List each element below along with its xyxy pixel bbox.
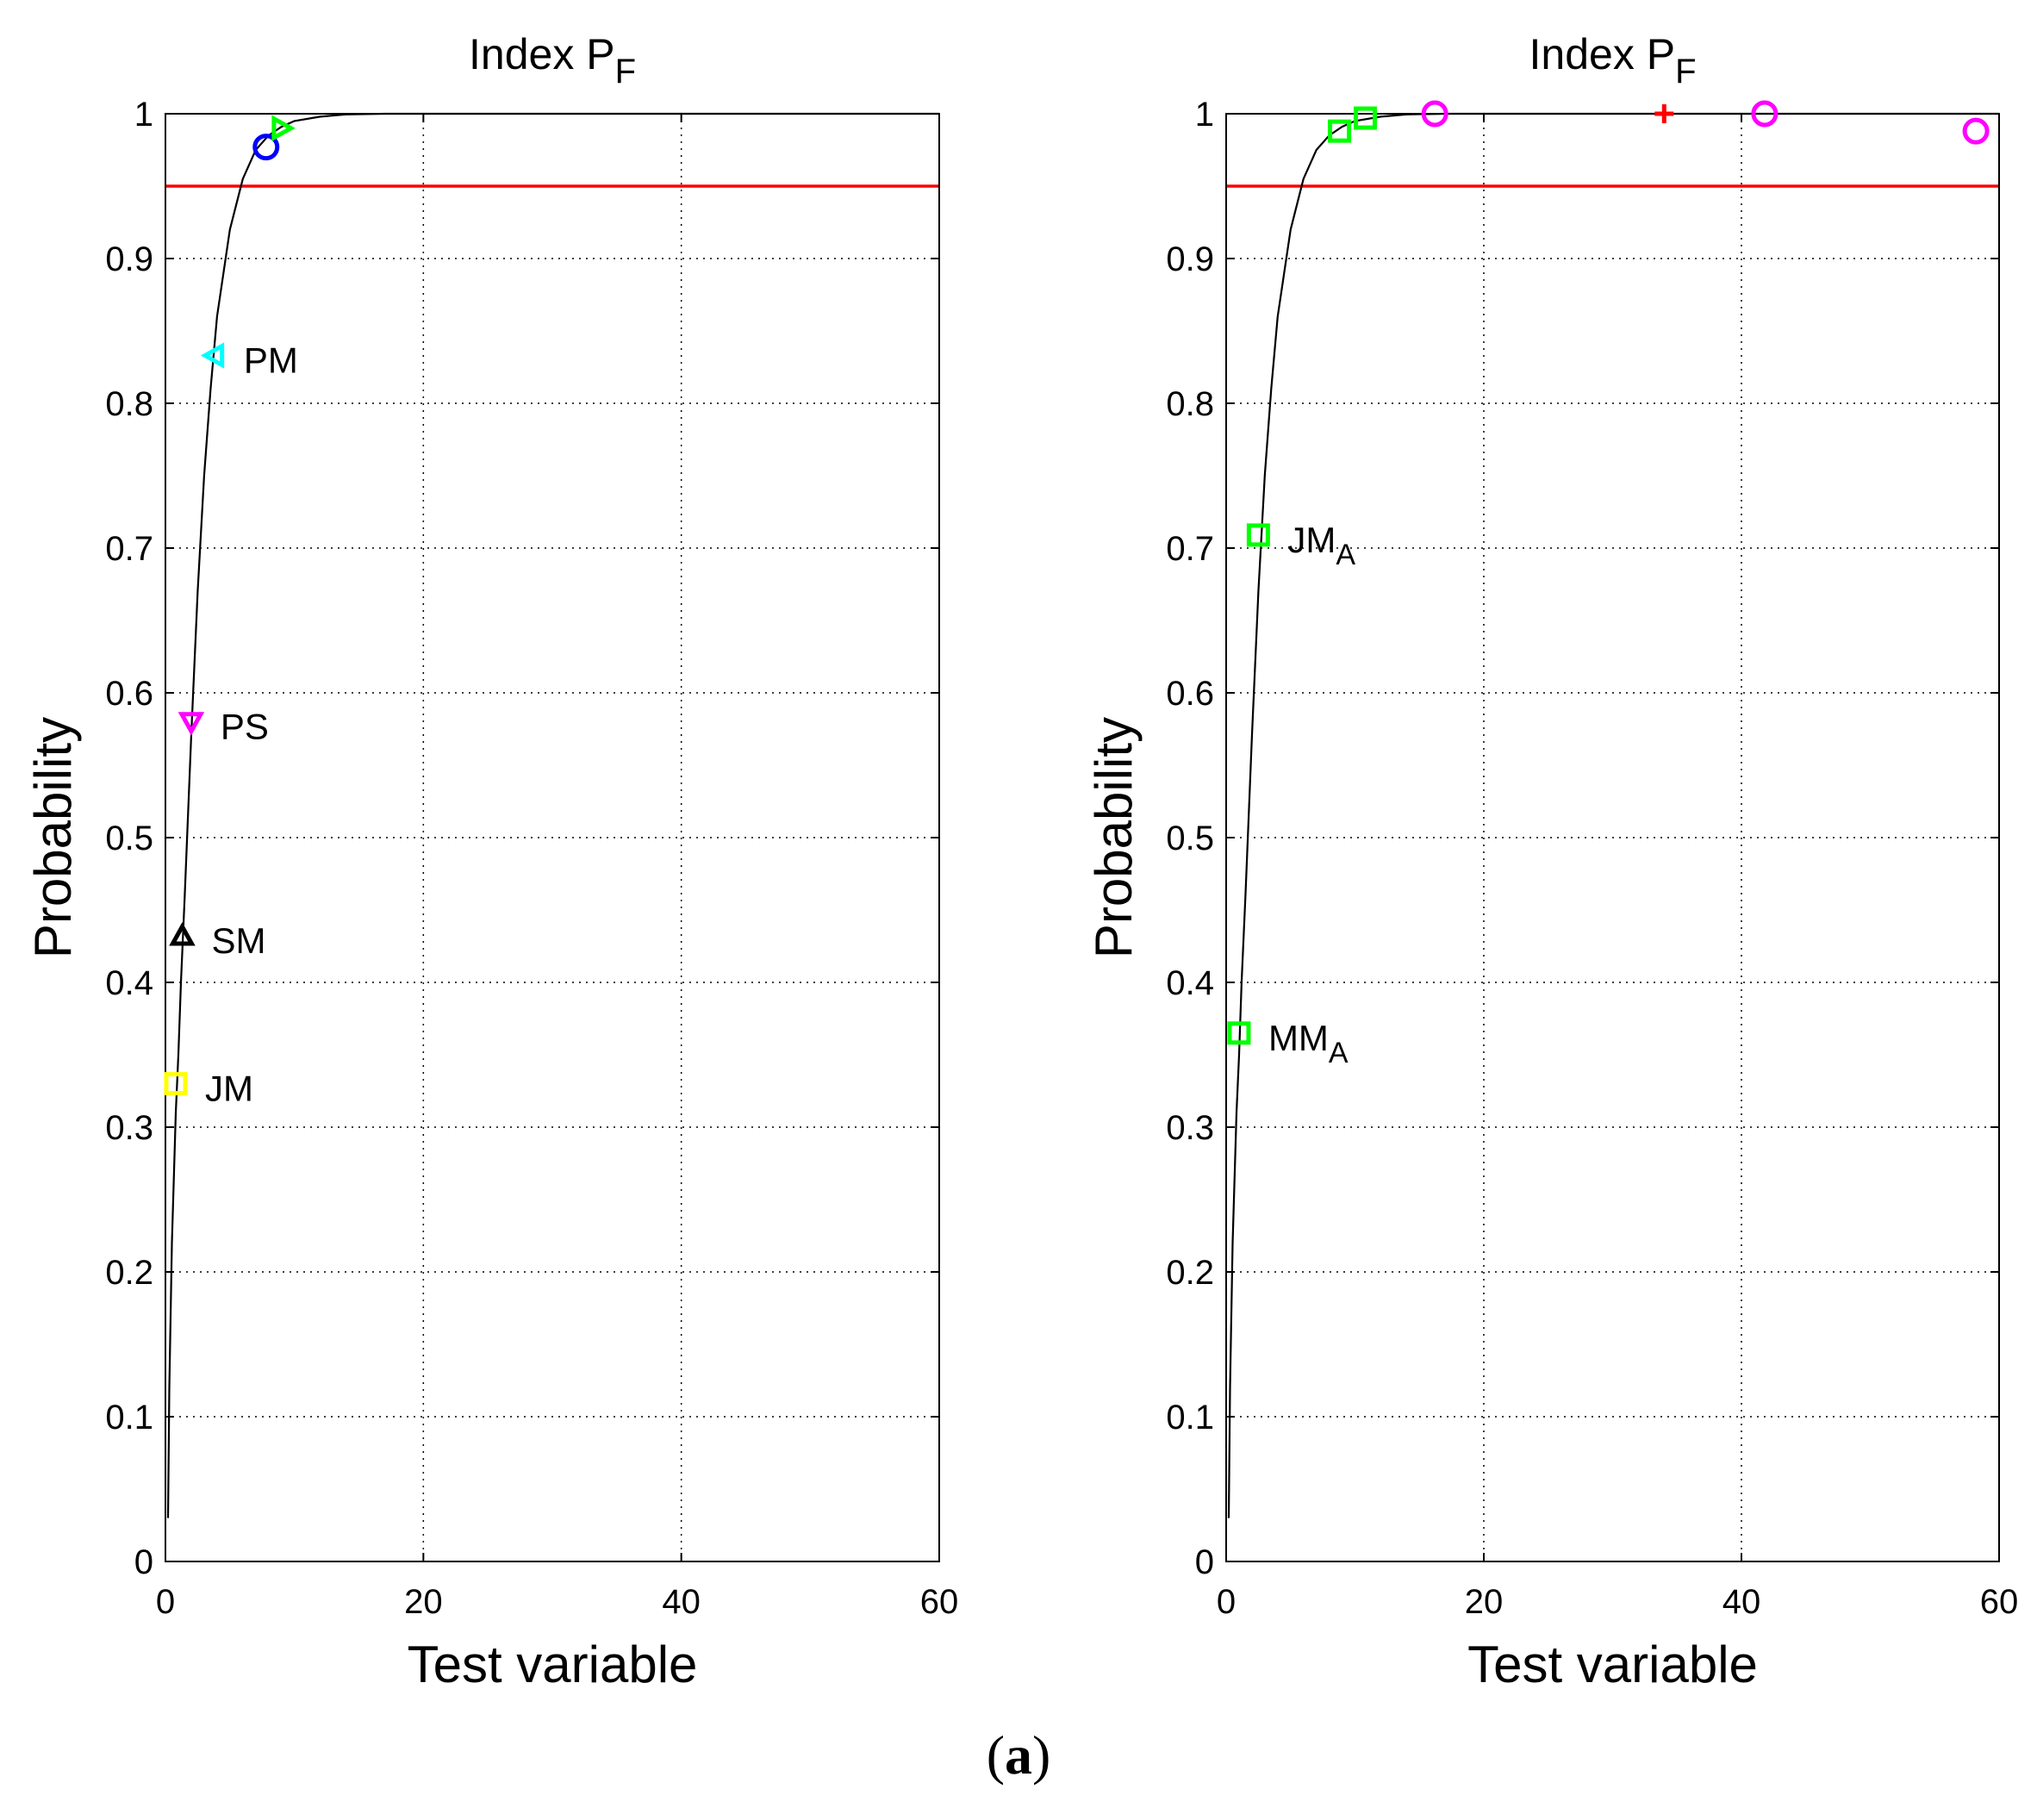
y-tick-label: 0.8 [1166,385,1214,423]
data-point-circle [252,134,280,161]
y-tick-label: 0.2 [1166,1254,1214,1292]
y-tick-label: 0.6 [1166,675,1214,713]
data-point-square [164,1072,188,1096]
y-tick-label: 1 [134,96,153,134]
y-tick-label: 0.3 [1166,1109,1214,1147]
data-point-plus [1654,104,1674,123]
y-axis-label: Probability [1085,717,1143,958]
y-tick-label: 0 [134,1543,153,1581]
data-point-circle [1962,117,1990,145]
y-tick-label: 1 [1195,96,1214,134]
data-point-circle [1751,100,1778,128]
y-tick-label: 0.5 [105,820,153,857]
data-point-triangle-right [271,115,296,142]
point-label: PM [244,340,298,381]
y-tick-label: 0.2 [105,1254,153,1292]
x-tick-label: 20 [1465,1583,1504,1621]
y-tick-label: 0.1 [1166,1399,1214,1437]
x-axis-label: Test variable [408,1636,698,1693]
y-tick-label: 0.7 [105,530,153,568]
y-tick-label: 0.9 [1166,240,1214,278]
point-label: JM [205,1069,253,1109]
y-tick-label: 0.7 [1166,530,1214,568]
data-point-circle [1421,100,1448,128]
y-tick-label: 0.9 [105,240,153,278]
point-label: MMA [1268,1018,1349,1069]
y-tick-label: 0.1 [105,1399,153,1437]
y-tick-label: 0 [1195,1543,1214,1581]
y-tick-label: 0.5 [1166,820,1214,857]
right-chart-panel: 0 20 40 60 0 0.1 0.2 0.3 0.4 0.5 0.6 0.7 0.8 0.9 1 Inde… [1085,30,2018,1693]
data-point-square [1328,119,1352,143]
x-tick-label: 40 [1722,1583,1761,1621]
left-chart-panel: 0 20 40 60 0 0.1 0.2 0.3 0.4 0.5 0.6 0.7 0.8 0.9 1 Inde… [24,30,958,1693]
x-tick-label: 40 [662,1583,701,1621]
chart-title: Index PF [1529,30,1697,90]
point-label: SM [211,920,265,961]
data-point-square [1246,523,1270,547]
y-tick-label: 0.6 [105,675,153,713]
y-tick-label: 0.8 [105,385,153,423]
x-tick-label: 60 [920,1583,959,1621]
x-tick-label: 20 [404,1583,443,1621]
data-point-square [1353,106,1377,130]
x-tick-label: 0 [156,1583,175,1621]
y-axis-label: Probability [24,717,82,958]
y-tick-label: 0.3 [105,1109,153,1147]
chart-title: Index PF [469,30,636,90]
x-tick-label: 60 [1980,1583,2019,1621]
point-label: PS [221,707,269,747]
y-tick-label: 0.4 [1166,964,1214,1002]
cdf-curve [1227,112,1999,1518]
data-point-triangle-left [200,342,225,369]
data-point-triangle-down [178,712,205,736]
data-point-square [1227,1021,1251,1045]
point-label: JMA [1287,520,1355,571]
y-tick-label: 0.4 [105,964,153,1002]
x-tick-label: 0 [1217,1583,1236,1621]
figure-caption: (a) [987,1724,1051,1786]
x-axis-label: Test variable [1467,1636,1758,1693]
data-point-triangle-up [169,922,196,946]
